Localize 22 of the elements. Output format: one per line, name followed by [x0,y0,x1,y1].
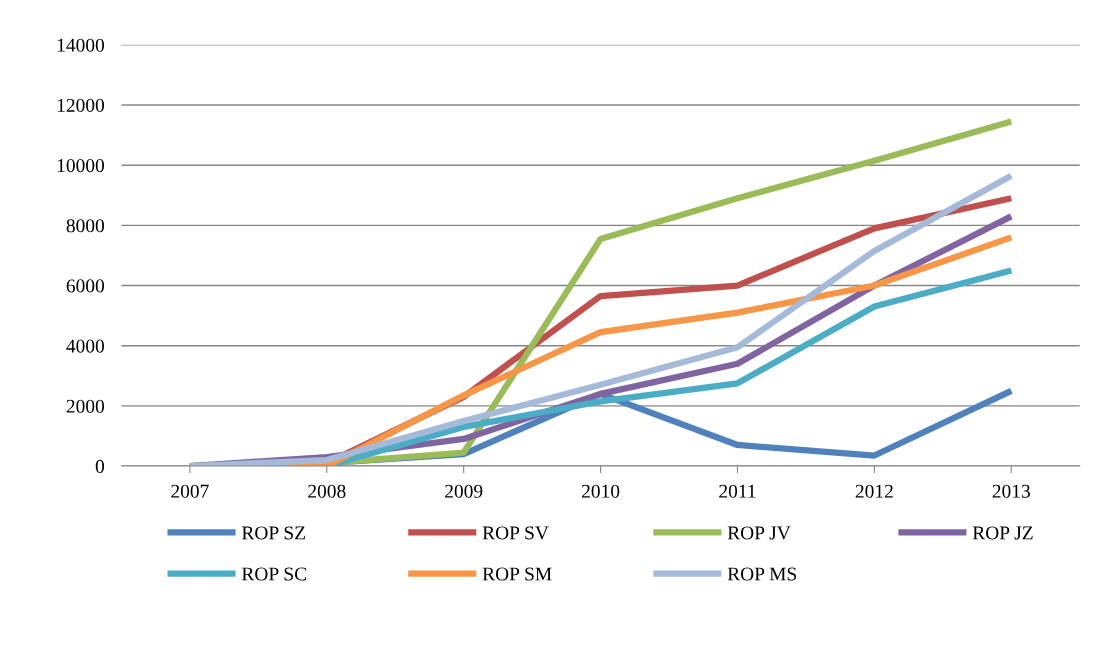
x-tick-label: 2009 [445,484,483,498]
y-tick-label: 10000 [57,159,105,173]
x-tick-label: 2013 [992,484,1030,498]
legend-label: ROP JZ [972,526,1033,540]
y-tick-label: 12000 [57,98,105,112]
legend-label: ROP JV [727,526,791,540]
legend-label: ROP SC [241,567,307,581]
legend-label: ROP MS [727,567,797,581]
x-tick-label: 2012 [855,484,893,498]
legend-label: ROP SZ [241,526,305,540]
x-tick-label: 2010 [581,484,620,498]
y-tick-label: 14000 [57,38,105,52]
legend-label: ROP SV [482,526,549,540]
y-tick-label: 8000 [66,219,105,233]
y-tick-label: 2000 [66,399,105,413]
y-tick-label: 0 [95,459,105,473]
y-tick-label: 6000 [66,279,105,293]
x-tick-label: 2007 [171,484,209,498]
x-tick-label: 2008 [308,484,346,498]
legend-label: ROP SM [482,567,552,581]
x-tick-label: 2011 [719,484,756,498]
y-tick-label: 4000 [66,339,105,353]
